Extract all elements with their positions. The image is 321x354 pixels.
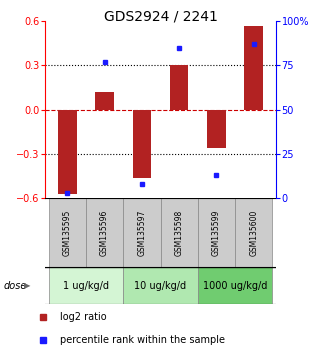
Bar (170, 65, 188, 110)
Text: GSM135597: GSM135597 (137, 210, 146, 256)
Text: 10 ug/kg/d: 10 ug/kg/d (134, 281, 187, 291)
Text: GSM135595: GSM135595 (63, 210, 72, 256)
Bar (198, 198, 235, 267)
Bar (58, 110, 77, 194)
Bar (86, 198, 123, 267)
Text: GSM135599: GSM135599 (212, 210, 221, 256)
Text: ▶: ▶ (24, 281, 30, 290)
Text: percentile rank within the sample: percentile rank within the sample (60, 335, 225, 346)
Bar (123, 198, 160, 267)
Bar (95, 92, 114, 110)
Bar (49, 267, 123, 304)
Bar (49, 198, 86, 267)
Text: dose: dose (3, 281, 27, 291)
Bar (235, 198, 272, 267)
Text: 1000 ug/kg/d: 1000 ug/kg/d (203, 281, 267, 291)
Text: 1 ug/kg/d: 1 ug/kg/d (63, 281, 109, 291)
Bar (123, 267, 198, 304)
Bar (198, 267, 272, 304)
Bar (133, 110, 151, 178)
Bar (207, 110, 226, 148)
Bar (244, 26, 263, 110)
Text: log2 ratio: log2 ratio (60, 312, 107, 322)
Text: GSM135598: GSM135598 (175, 210, 184, 256)
Text: GSM135600: GSM135600 (249, 210, 258, 256)
Text: GDS2924 / 2241: GDS2924 / 2241 (104, 9, 217, 23)
Text: GSM135596: GSM135596 (100, 210, 109, 256)
Bar (160, 198, 198, 267)
